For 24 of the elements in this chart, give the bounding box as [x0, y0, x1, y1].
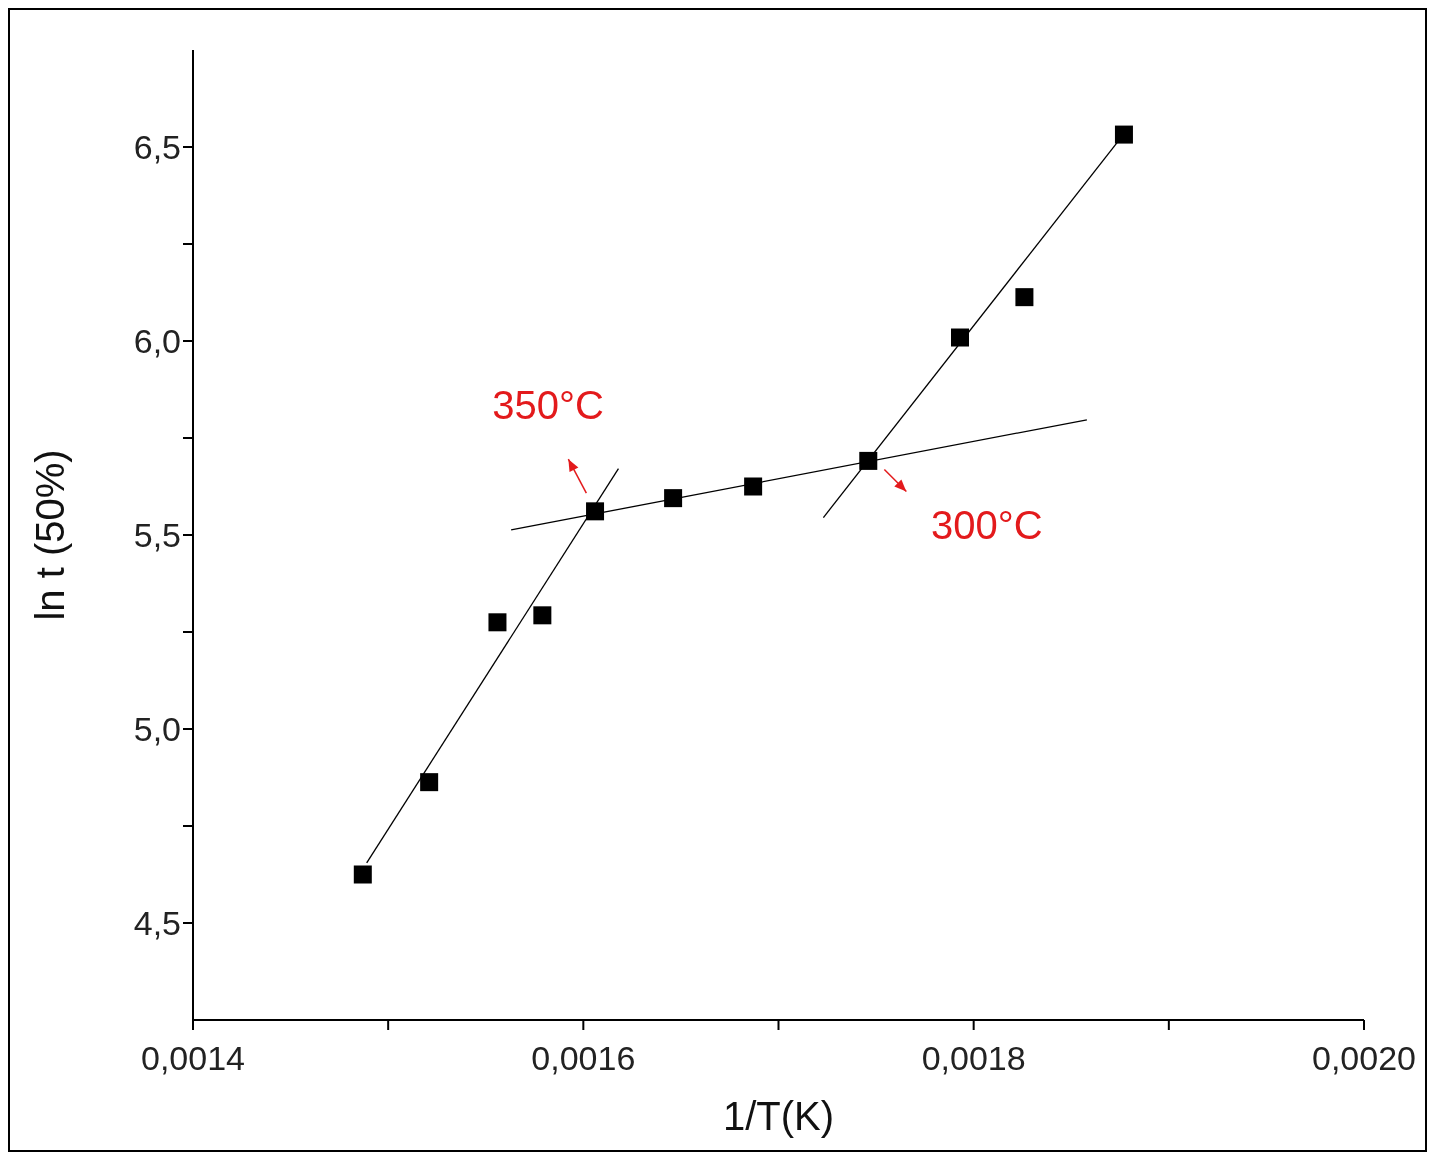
y-tick-label: 6,0: [133, 322, 181, 361]
point: [1015, 288, 1034, 307]
point: [664, 489, 683, 508]
x-tick-label: 0,0016: [531, 1039, 636, 1078]
y-tick-label: 6,5: [133, 128, 181, 167]
x-tick-label: 0,0020: [1312, 1039, 1416, 1078]
point: [744, 477, 763, 496]
y-tick-label: 5,5: [133, 516, 181, 555]
point: [420, 773, 439, 792]
point: [586, 502, 605, 521]
y-axis-title: ln t (50%): [28, 449, 73, 621]
y-tick-label: 4,5: [133, 904, 181, 943]
point: [951, 328, 970, 347]
point: [859, 451, 878, 470]
x-axis-title: 1/T(K): [722, 1094, 835, 1138]
point: [533, 606, 552, 625]
point: [1114, 125, 1133, 144]
point: [488, 613, 507, 632]
annotation: 350°C: [492, 383, 604, 428]
x-tick-label: 0,0014: [141, 1039, 245, 1078]
y-tick-label: 5,0: [133, 710, 181, 749]
annotation: 300°C: [931, 502, 1043, 547]
x-tick-label: 0,0018: [921, 1039, 1026, 1078]
point: [353, 865, 372, 884]
